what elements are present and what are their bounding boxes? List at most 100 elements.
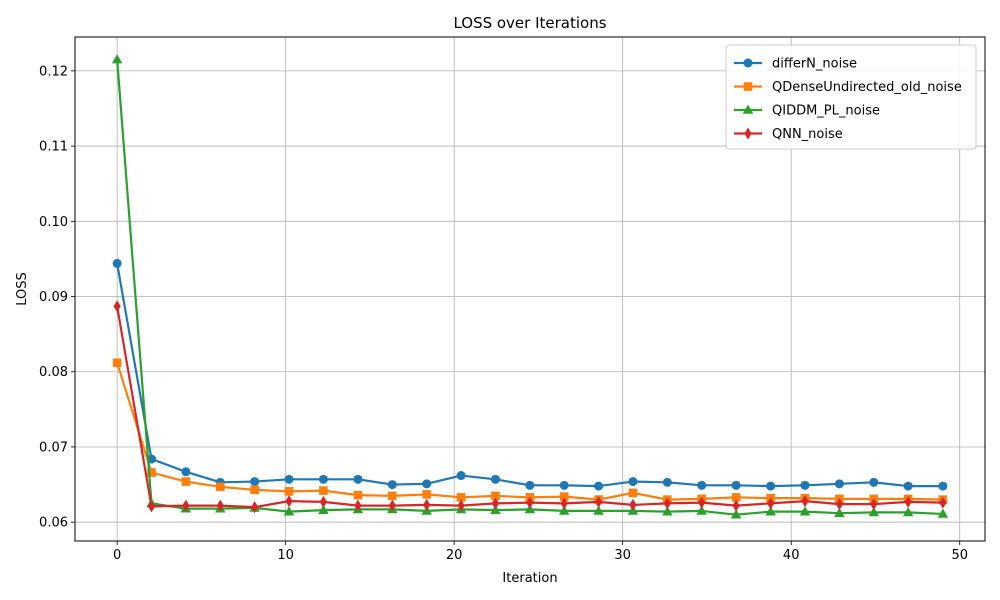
data-point [800, 480, 810, 490]
data-point [525, 480, 535, 490]
data-point [697, 480, 707, 490]
data-point [216, 499, 224, 512]
data-point [113, 300, 121, 313]
data-point [423, 498, 431, 511]
data-point [422, 490, 431, 499]
data-point [629, 498, 637, 511]
data-point [662, 506, 673, 516]
data-point [903, 481, 913, 491]
y-tick-label: 0.11 [39, 140, 68, 155]
data-point [939, 496, 947, 509]
data-point [111, 54, 123, 64]
legend-item: QIDDM_PL_noise [734, 104, 880, 119]
data-point [835, 498, 843, 511]
x-tick-label: 30 [614, 548, 631, 563]
legend-item: QDenseUndirected_old_noise [734, 80, 962, 95]
data-point [388, 491, 397, 501]
data-point [147, 500, 156, 513]
data-point [284, 474, 294, 484]
data-point [698, 496, 706, 509]
x-tick-label: 10 [277, 548, 294, 563]
data-point [594, 481, 604, 491]
y-tick-label: 0.10 [39, 215, 68, 230]
legend-marker [744, 127, 752, 140]
x-tick-label: 50 [951, 548, 968, 563]
legend-box [725, 44, 977, 150]
legend-label: QNN_noise [772, 127, 843, 142]
data-point [318, 504, 329, 514]
data-point [937, 508, 949, 518]
data-point [902, 506, 914, 517]
data-point [869, 477, 879, 487]
data-point [182, 499, 190, 512]
data-point [147, 468, 156, 477]
data-point [560, 497, 568, 510]
x-tick-label: 0 [113, 548, 121, 563]
data-point [456, 493, 466, 502]
data-point [354, 499, 362, 512]
data-point [388, 499, 396, 512]
legend: differN_noise QDenseUndirected_old_noise Q… [725, 44, 977, 150]
data-point [559, 505, 570, 515]
data-point [318, 474, 328, 484]
data-point [801, 495, 809, 508]
data-point [181, 477, 191, 486]
data-point [594, 495, 603, 508]
data-point [730, 509, 742, 519]
data-point [284, 487, 294, 496]
legend-label: QIDDM_PL_noise [772, 104, 880, 119]
data-point [490, 474, 500, 484]
data-point [834, 479, 844, 489]
chart-title: LOSS over Iterations [453, 14, 606, 32]
legend-marker [742, 104, 754, 114]
legend-label: differN_noise [772, 57, 857, 72]
y-axis-label: LOSS [15, 272, 30, 306]
grid [75, 37, 985, 541]
data-point [283, 506, 295, 516]
ticks: 0 10 20 30 40 50 0.06 0.07 0.08 0.09 0.10 0.11 0.12 [39, 64, 968, 563]
legend-marker [743, 82, 753, 91]
data-point [353, 474, 363, 484]
y-tick-label: 0.07 [39, 440, 68, 455]
data-point [765, 506, 776, 516]
data-point [731, 493, 741, 502]
data-point [491, 497, 500, 510]
data-point [215, 482, 225, 492]
data-point [731, 480, 741, 490]
x-tick-label: 40 [783, 548, 800, 563]
data-point [353, 490, 363, 500]
data-point [319, 486, 328, 495]
data-point [285, 495, 293, 508]
data-point [628, 488, 638, 498]
data-point [387, 480, 397, 490]
legend-marker [743, 58, 753, 68]
x-tick-label: 20 [446, 548, 463, 563]
y-tick-label: 0.08 [39, 365, 68, 380]
data-point [559, 480, 569, 490]
y-tick-label: 0.09 [39, 290, 68, 305]
data-point [799, 506, 811, 516]
y-tick-label: 0.12 [39, 64, 68, 79]
data-point [938, 481, 948, 491]
x-axis-label: Iteration [502, 571, 557, 586]
data-point [181, 467, 191, 477]
series-layer [111, 54, 949, 519]
data-point [732, 499, 740, 512]
data-point [526, 496, 534, 509]
y-tick-label: 0.06 [39, 516, 68, 531]
legend-label: QDenseUndirected_old_noise [772, 80, 962, 95]
data-point [112, 358, 122, 368]
data-point [766, 481, 776, 491]
legend-item: differN_noise [734, 57, 857, 72]
data-point [628, 477, 638, 487]
data-point [593, 505, 604, 515]
data-point [319, 495, 327, 508]
series-differN_noise [112, 258, 948, 491]
data-point [870, 498, 878, 511]
data-point [904, 495, 912, 508]
data-point [868, 506, 879, 517]
axes-frame [74, 36, 986, 542]
data-point [250, 485, 259, 495]
data-point [250, 477, 260, 487]
